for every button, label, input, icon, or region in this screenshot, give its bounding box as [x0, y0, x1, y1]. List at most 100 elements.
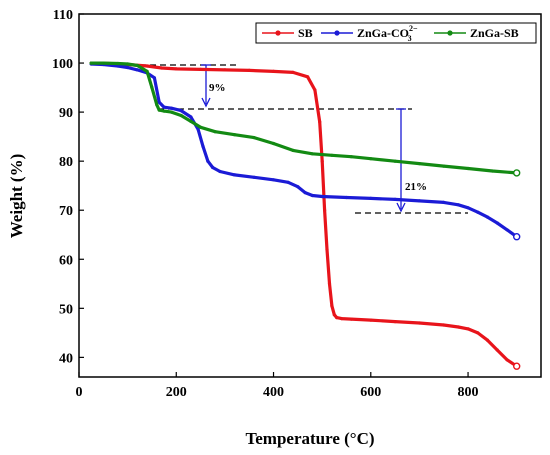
data-point-0-29 [476, 331, 480, 335]
data-point-2-23 [393, 159, 397, 163]
y-tick-label-5: 90 [59, 106, 73, 121]
legend-label-znga-co3-sup: 2− [409, 24, 418, 33]
data-point-1-21 [296, 185, 300, 189]
data-point-1-2 [116, 64, 120, 68]
data-point-0-24 [393, 320, 397, 324]
arrow-21-head [396, 202, 406, 213]
legend-label-znga-co3-base: ZnGa-CO [357, 26, 409, 40]
y-tick-label-0: 40 [59, 351, 73, 366]
series-line-1 [89, 62, 519, 239]
data-point-0-14 [320, 159, 324, 163]
data-point-1-19 [271, 178, 276, 182]
data-point-0-20 [335, 316, 339, 320]
data-point-0-30 [485, 338, 490, 342]
data-point-0-23 [369, 318, 373, 322]
data-point-0-7 [223, 68, 227, 72]
legend-label-znga-co3: ZnGa-CO2− 3 [357, 24, 418, 43]
data-point-1-7 [157, 100, 161, 104]
data-point-2-19 [310, 152, 314, 156]
data-point-1-17 [233, 173, 237, 177]
data-point-1-6 [152, 76, 156, 80]
data-point-1-23 [310, 193, 314, 198]
end-marker-0 [513, 362, 521, 370]
y-axis: 40 50 60 70 80 90 100 110 [52, 8, 84, 366]
x-tick-label-0: 0 [76, 385, 83, 400]
legend-label-znga-sb: ZnGa-SB [470, 26, 519, 40]
data-point-0-19 [332, 313, 336, 317]
arrow-9-head [201, 97, 211, 108]
data-point-1-29 [442, 200, 446, 204]
data-point-1-22 [303, 191, 307, 195]
plot-frame [78, 13, 542, 378]
data-point-1-25 [344, 195, 349, 200]
data-point-2-0 [89, 61, 93, 65]
data-point-2-13 [199, 125, 203, 129]
data-point-0-6 [199, 67, 203, 71]
data-point-1-12 [196, 127, 200, 131]
data-point-1-27 [393, 197, 397, 201]
data-point-2-16 [252, 136, 256, 140]
arrows [201, 64, 406, 213]
y-tick-label-4: 80 [59, 155, 73, 170]
data-point-0-17 [327, 282, 332, 286]
data-point-2-26 [466, 166, 470, 171]
data-point-2-2 [116, 61, 120, 66]
end-marker-2 [513, 169, 521, 177]
y-tick-label-6: 100 [52, 57, 73, 72]
legend-marker-znga-co3 [334, 30, 340, 36]
data-point-0-9 [271, 69, 276, 73]
data-point-1-14 [206, 159, 210, 163]
x-axis-title: Temperature (°C) [245, 429, 374, 448]
data-point-2-7 [155, 103, 159, 107]
data-point-2-12 [189, 119, 193, 123]
y-axis-title: Weight (%) [7, 154, 26, 239]
legend: SB ZnGa-CO2− 3 ZnGa-SB [255, 22, 537, 44]
data-point-2-9 [162, 109, 166, 113]
data-point-1-4 [135, 68, 139, 72]
data-point-1-8 [162, 105, 166, 109]
series-znga-sb [89, 61, 521, 177]
data-point-0-27 [456, 325, 460, 329]
data-point-0-22 [349, 317, 353, 321]
data-point-0-31 [495, 348, 499, 352]
data-point-1-16 [218, 169, 222, 174]
data-point-2-11 [179, 113, 183, 118]
data-point-0-13 [318, 120, 322, 124]
data-point-0-18 [330, 304, 334, 308]
data-point-2-1 [101, 61, 105, 65]
data-point-0-32 [505, 358, 509, 362]
data-point-2-27 [490, 169, 494, 173]
data-point-0-25 [417, 321, 421, 325]
data-point-1-24 [320, 194, 324, 199]
series-line-0 [89, 61, 519, 368]
data-point-2-8 [157, 108, 161, 112]
data-point-1-11 [189, 115, 193, 119]
data-point-1-10 [179, 109, 183, 113]
data-point-1-26 [369, 196, 373, 200]
data-point-0-3 [145, 64, 149, 68]
data-point-1-13 [201, 144, 205, 148]
data-point-1-30 [456, 203, 460, 207]
end-marker-1 [513, 232, 521, 241]
data-point-1-33 [485, 215, 490, 219]
data-point-2-10 [169, 110, 173, 114]
data-point-1-9 [169, 106, 173, 110]
data-point-0-16 [325, 247, 329, 252]
data-point-2-14 [213, 130, 217, 134]
annotation-21-percent: 21% [405, 181, 427, 193]
data-point-0-4 [160, 66, 164, 70]
data-point-1-28 [417, 199, 421, 203]
data-point-0-12 [313, 88, 317, 92]
y-tick-label-1: 50 [59, 302, 73, 317]
reference-lines [120, 64, 468, 214]
y-tick-label-7: 110 [53, 8, 73, 23]
data-point-0-10 [291, 70, 295, 74]
data-point-1-15 [211, 165, 215, 170]
legend-box [255, 22, 537, 44]
data-point-2-21 [349, 155, 353, 159]
data-point-1-18 [252, 175, 256, 179]
x-axis: 0 200 400 600 800 [76, 372, 479, 400]
data-point-1-34 [495, 221, 499, 225]
data-point-2-18 [291, 148, 295, 152]
